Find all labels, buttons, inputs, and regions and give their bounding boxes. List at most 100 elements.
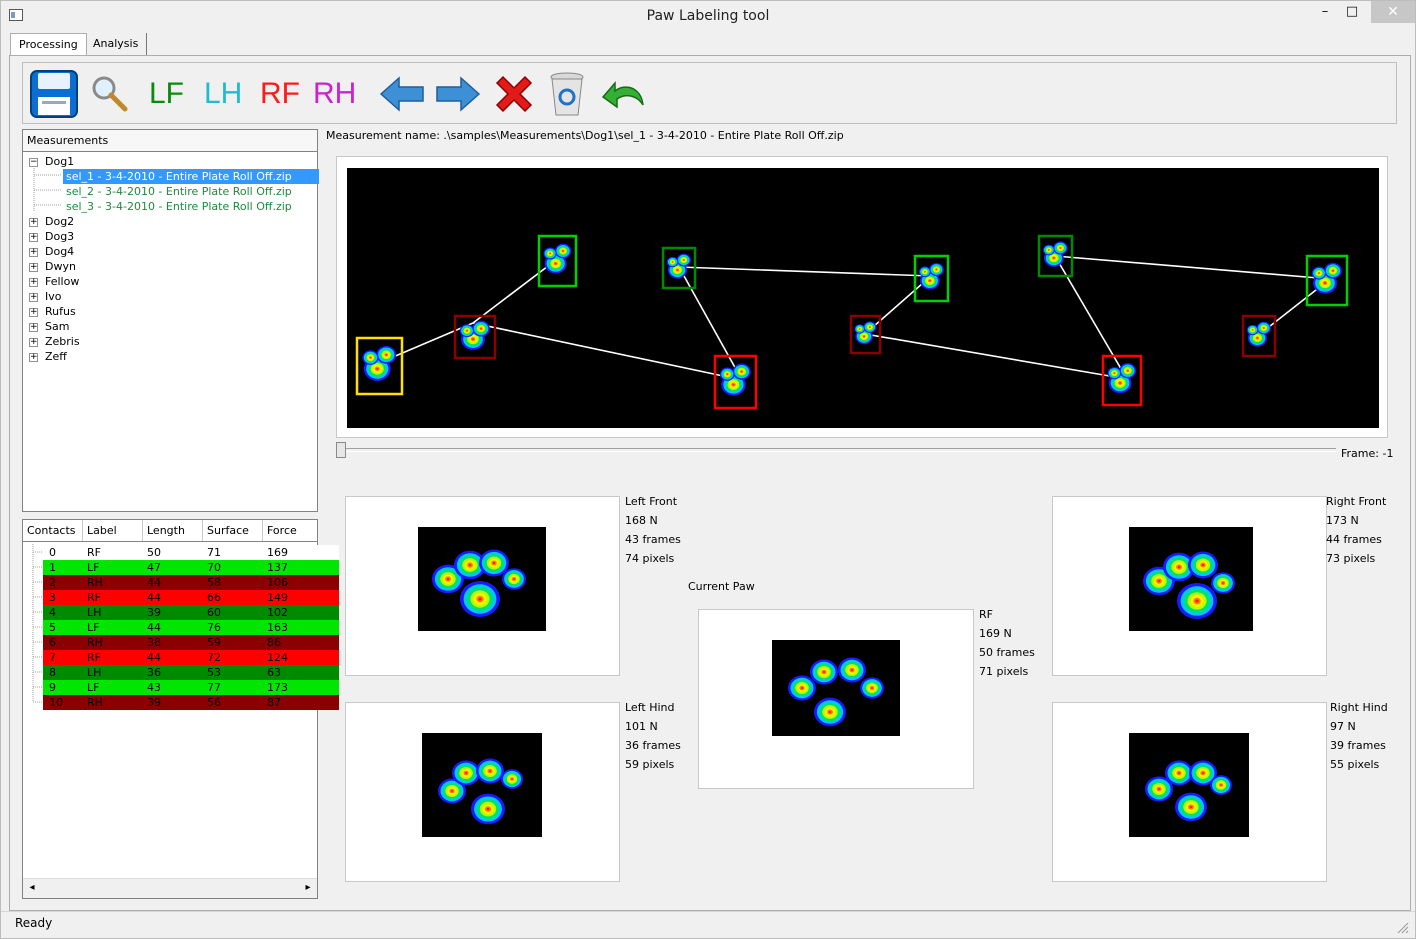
left-hind-pixels: 59 pixels	[625, 758, 675, 771]
tree-node-rufus[interactable]: + Rufus	[29, 305, 76, 318]
cell-id: 10	[49, 696, 63, 709]
cell-label: LH	[87, 666, 102, 679]
col-label[interactable]: Label	[83, 520, 143, 541]
paw-prints	[355, 234, 1349, 410]
arrow-left-icon[interactable]	[379, 75, 425, 113]
cell-force: 149	[267, 591, 288, 604]
col-surface[interactable]: Surface	[203, 520, 263, 541]
tree-node-dog1[interactable]: − Dog1	[29, 155, 75, 168]
measurements-tree: − Dog1 sel_1 - 3-4-2010 - Entire Plate Ro…	[23, 153, 319, 511]
delete-icon[interactable]	[491, 71, 537, 117]
label-rh-button[interactable]: RH	[313, 77, 357, 110]
table-row[interactable]: 1 LF 47 70 137	[43, 560, 339, 575]
cell-label: RF	[87, 546, 101, 559]
col-force[interactable]: Force	[263, 520, 317, 541]
table-row[interactable]: 6 RH 38 59 86	[43, 635, 339, 650]
cell-length: 38	[147, 636, 161, 649]
scroll-right-arrow[interactable]: ▸	[305, 882, 311, 893]
current-paw-heatmap	[772, 640, 900, 736]
cell-label: LF	[87, 681, 100, 694]
cell-force: 124	[267, 651, 288, 664]
arrow-right-icon[interactable]	[435, 75, 481, 113]
tree-node-fellow[interactable]: + Fellow	[29, 275, 80, 288]
right-hind-heatmap	[1129, 733, 1249, 837]
right-front-title: Right Front	[1326, 495, 1387, 508]
tree-node-dog3[interactable]: + Dog3	[29, 230, 75, 243]
table-row[interactable]: 4 LH 39 60 102	[43, 605, 339, 620]
maximize-button[interactable]: □	[1345, 4, 1359, 19]
table-row[interactable]: 3 RF 44 66 149	[43, 590, 339, 605]
cell-label: RF	[87, 651, 101, 664]
gait-lines	[378, 255, 1331, 381]
cell-force: 102	[267, 606, 288, 619]
table-row[interactable]: 7 RF 44 72 124	[43, 650, 339, 665]
left-front-info: Left Front 168 N 43 frames 74 pixels	[625, 492, 681, 568]
cell-id: 2	[49, 576, 56, 589]
tree-node-ivo[interactable]: + Ivo	[29, 290, 62, 303]
current-paw-view	[698, 609, 974, 789]
close-button[interactable]: ✕	[1371, 1, 1415, 23]
cell-id: 1	[49, 561, 56, 574]
recycle-bin-icon[interactable]	[547, 69, 587, 119]
col-contacts[interactable]: Contacts	[23, 520, 83, 541]
table-row[interactable]: 2 RH 44 58 106	[43, 575, 339, 590]
measurement-name: Measurement name: .\samples\Measurements…	[326, 129, 844, 142]
table-row[interactable]: 8 LH 36 53 63	[43, 665, 339, 680]
tree-node-dog2[interactable]: + Dog2	[29, 215, 75, 228]
left-front-heatmap	[418, 527, 546, 631]
tree-file-sel1[interactable]: sel_1 - 3-4-2010 - Entire Plate Roll Off…	[63, 169, 319, 184]
label-lh-button[interactable]: LH	[204, 77, 243, 110]
col-length[interactable]: Length	[143, 520, 203, 541]
left-front-force: 168 N	[625, 514, 658, 527]
contact-tree-lines	[32, 544, 43, 703]
cell-id: 9	[49, 681, 56, 694]
right-hind-info: Right Hind 97 N 39 frames 55 pixels	[1330, 698, 1388, 774]
cell-label: RH	[87, 576, 103, 589]
right-front-frames: 44 frames	[1326, 533, 1382, 546]
cell-label: LF	[87, 621, 100, 634]
cell-force: 169	[267, 546, 288, 559]
contacts-header: Contacts Label Length Surface Force	[23, 520, 317, 542]
tab-processing[interactable]: Processing	[10, 33, 87, 56]
current-paw-pixels: 71 pixels	[979, 665, 1029, 678]
contacts-rows: 0 RF 50 71 169 1 LF 47 70 137 2 RH 44 58 106 3 RF 44 66 149…	[23, 545, 339, 715]
search-icon[interactable]	[89, 73, 129, 113]
table-row[interactable]: 9 LF 43 77 173	[43, 680, 339, 695]
tab-analysis[interactable]: Analysis	[85, 33, 148, 55]
tree-node-zebris[interactable]: + Zebris	[29, 335, 80, 348]
resize-grip-icon[interactable]	[1395, 920, 1409, 934]
cell-id: 5	[49, 621, 56, 634]
current-paw-force: 169 N	[979, 627, 1012, 640]
horizontal-scrollbar[interactable]: ◂ ▸	[23, 878, 317, 898]
left-hind-view	[345, 702, 620, 882]
save-icon[interactable]	[29, 69, 79, 119]
right-front-view	[1052, 496, 1327, 676]
current-paw-info: RF 169 N 50 frames 71 pixels	[979, 605, 1035, 681]
minimize-button[interactable]: –	[1321, 4, 1329, 19]
cell-force: 86	[267, 636, 281, 649]
tree-file-sel3[interactable]: sel_3 - 3-4-2010 - Entire Plate Roll Off…	[66, 200, 292, 213]
tree-node-dwyn[interactable]: + Dwyn	[29, 260, 76, 273]
right-hind-force: 97 N	[1330, 720, 1356, 733]
tree-node-sam[interactable]: + Sam	[29, 320, 70, 333]
tree-node-zeff[interactable]: + Zeff	[29, 350, 67, 363]
right-hind-title: Right Hind	[1330, 701, 1388, 714]
right-front-info: Right Front 173 N 44 frames 73 pixels	[1326, 492, 1386, 568]
tree-node-dog4[interactable]: + Dog4	[29, 245, 75, 258]
label-rf-button[interactable]: RF	[260, 77, 300, 110]
collapse-toggle[interactable]: −	[29, 156, 38, 167]
scroll-left-arrow[interactable]: ◂	[29, 882, 35, 893]
undo-icon[interactable]	[599, 75, 649, 115]
left-front-title: Left Front	[625, 495, 678, 508]
frame-slider-handle[interactable]	[336, 442, 346, 458]
table-row[interactable]: 5 LF 44 76 163	[43, 620, 339, 635]
table-row[interactable]: 10 RH 39 56 87	[43, 695, 339, 710]
pressure-plate-view[interactable]	[347, 168, 1379, 428]
status-bar: Ready	[1, 911, 1415, 938]
cell-label: LH	[87, 606, 102, 619]
table-row[interactable]: 0 RF 50 71 169	[43, 545, 339, 560]
tree-file-sel2[interactable]: sel_2 - 3-4-2010 - Entire Plate Roll Off…	[66, 185, 292, 198]
frame-slider-track[interactable]	[336, 448, 1336, 452]
label-lf-button[interactable]: LF	[149, 77, 185, 110]
